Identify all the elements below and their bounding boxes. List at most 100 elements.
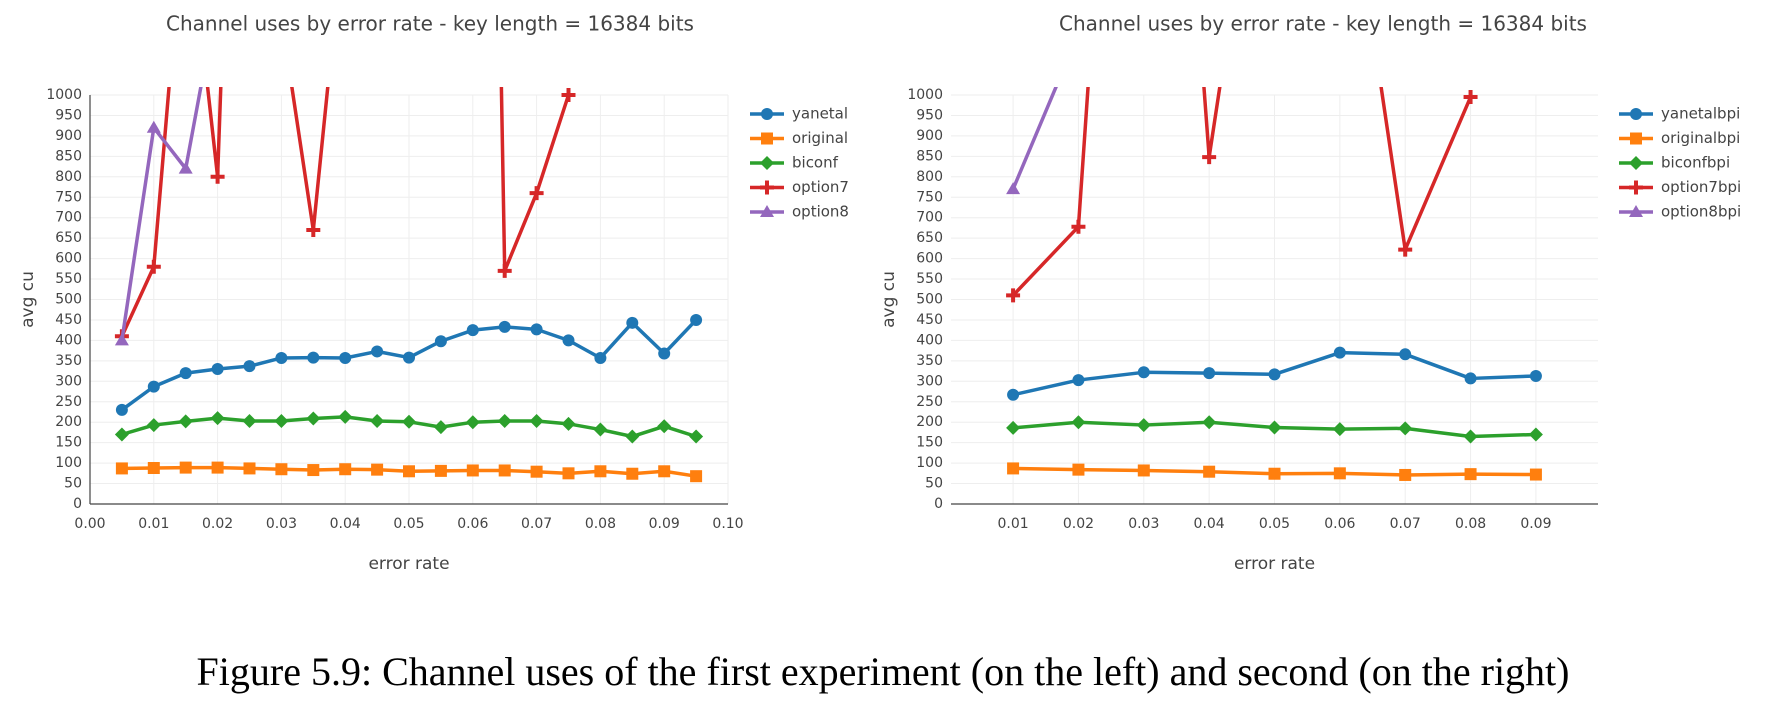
plot-area [1006, 87, 1543, 481]
data-point [529, 186, 544, 201]
data-point [306, 411, 321, 426]
data-point [562, 467, 575, 480]
legend-label: option8bpi [1661, 203, 1741, 221]
data-point [274, 413, 289, 428]
data-point [1267, 420, 1282, 435]
data-point [1202, 415, 1217, 430]
y-tick-label: 300 [916, 373, 943, 389]
data-point [1202, 150, 1217, 165]
data-point [658, 347, 671, 360]
y-tick-label: 500 [55, 292, 82, 308]
data-point [497, 263, 512, 278]
x-tick-label: 0.02 [1063, 516, 1094, 532]
y-axis-title: avg cu [879, 271, 899, 328]
data-point [434, 464, 447, 477]
data-point [689, 429, 704, 444]
series-line [1011, 87, 1058, 190]
data-point [1529, 468, 1542, 481]
y-tick-label: 650 [55, 230, 82, 246]
data-point [497, 413, 512, 428]
x-tick-label: 0.03 [266, 516, 297, 532]
legend-label: yanetalbpi [1661, 105, 1740, 123]
x-tick-label: 0.09 [649, 516, 680, 532]
x-tick-label: 0.07 [521, 516, 552, 532]
y-tick-label: 150 [55, 435, 82, 451]
data-point [1007, 388, 1020, 401]
data-point [1136, 418, 1151, 433]
data-point [146, 418, 161, 433]
data-point [307, 351, 320, 364]
data-point [147, 380, 160, 393]
data-point [1006, 420, 1021, 435]
data-point [178, 414, 193, 429]
x-tick-label: 0.10 [712, 516, 743, 532]
chart: Channel uses by error rate - key length … [879, 12, 1741, 575]
x-tick-label: 0.01 [138, 516, 169, 532]
x-tick-label: 0.00 [74, 516, 105, 532]
data-point [626, 467, 639, 480]
data-point [243, 462, 256, 475]
legend-label: option7 [792, 178, 849, 196]
legend-marker [760, 156, 774, 170]
data-point [307, 464, 320, 477]
legend-marker [761, 132, 773, 145]
y-tick-label: 50 [925, 476, 943, 492]
data-point [1072, 463, 1085, 476]
data-point [466, 324, 479, 337]
y-tick-label: 250 [55, 394, 82, 410]
x-tick-label: 0.08 [1455, 516, 1486, 532]
data-point [370, 413, 385, 428]
y-tick-label: 250 [916, 394, 943, 410]
data-point [114, 333, 129, 346]
x-tick-label: 0.05 [1259, 516, 1290, 532]
y-tick-label: 900 [55, 128, 82, 144]
data-point [243, 360, 256, 373]
data-point [561, 88, 576, 102]
data-point [530, 465, 543, 478]
x-tick-label: 0.08 [585, 516, 616, 532]
data-point [1463, 90, 1478, 105]
data-point [147, 462, 160, 475]
y-tick-label: 1000 [46, 87, 82, 103]
y-tick-label: 850 [55, 148, 82, 164]
y-tick-label: 600 [55, 251, 82, 267]
legend-marker [760, 205, 774, 217]
x-tick-label: 0.02 [202, 516, 233, 532]
data-point [1268, 467, 1281, 480]
data-point [657, 419, 672, 434]
legend-label: biconfbpi [1661, 154, 1730, 172]
y-tick-label: 800 [916, 169, 943, 185]
data-point [561, 416, 576, 431]
legend-marker [760, 180, 774, 195]
data-point [690, 470, 703, 483]
data-point [179, 461, 192, 474]
data-point [1007, 462, 1020, 475]
y-tick-label: 350 [916, 353, 943, 369]
series-line [1011, 87, 1473, 297]
data-point [1463, 429, 1478, 444]
y-tick-label: 750 [55, 189, 82, 205]
y-tick-label: 550 [55, 271, 82, 287]
y-tick-label: 550 [916, 271, 943, 287]
data-point [562, 334, 575, 347]
data-point [211, 363, 224, 376]
y-tick-label: 850 [916, 148, 943, 164]
data-point [339, 463, 352, 476]
data-point [1137, 464, 1150, 477]
data-point [1072, 374, 1085, 387]
legend-marker [761, 108, 773, 120]
y-tick-label: 750 [916, 189, 943, 205]
x-tick-label: 0.05 [393, 516, 424, 532]
legend-marker [1630, 108, 1642, 120]
data-point [115, 462, 128, 475]
data-point [434, 335, 447, 348]
y-tick-label: 50 [64, 476, 82, 492]
y-tick-label: 300 [55, 373, 82, 389]
data-point [594, 465, 607, 478]
y-tick-label: 200 [55, 414, 82, 430]
data-point [403, 351, 415, 364]
data-point [179, 367, 192, 380]
data-point [1332, 422, 1347, 437]
y-tick-label: 800 [55, 169, 82, 185]
